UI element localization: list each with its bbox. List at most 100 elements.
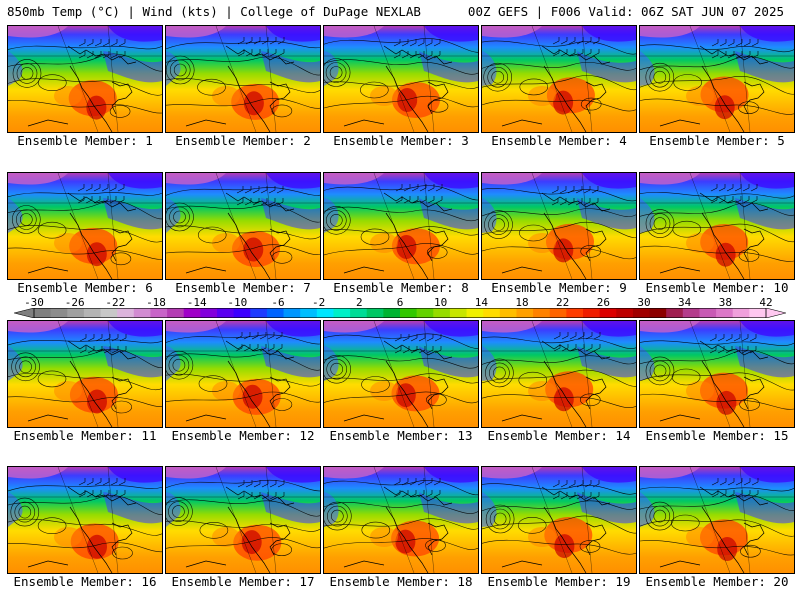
temperature-map (165, 25, 321, 133)
colorbar-swatch (150, 308, 168, 318)
member-label: Ensemble Member: 9 (491, 280, 627, 295)
colorbar-tick-label: 14 (474, 296, 488, 309)
colorbar-scale (14, 308, 786, 318)
temperature-map (323, 466, 479, 574)
member-label: Ensemble Member: 7 (175, 280, 311, 295)
temperature-map (7, 172, 163, 280)
member-label: Ensemble Member: 3 (333, 133, 469, 148)
member-label: Ensemble Member: 17 (171, 574, 315, 589)
temperature-map (639, 25, 795, 133)
colorbar-frame (33, 308, 767, 318)
colorbar-swatch (466, 308, 484, 318)
member-label: Ensemble Member: 11 (13, 428, 157, 443)
ensemble-member-panel: Ensemble Member: 13 (323, 320, 479, 444)
colorbar-tick-label: -26 (64, 296, 85, 309)
colorbar-swatch (217, 308, 235, 318)
colorbar-tick-label: 18 (515, 296, 529, 309)
colorbar-swatch (333, 308, 351, 318)
ensemble-member-panel: Ensemble Member: 16 (7, 466, 163, 590)
ensemble-member-panel: Ensemble Member: 12 (165, 320, 321, 444)
colorbar-swatch (133, 308, 151, 318)
colorbar-tick-label: 34 (678, 296, 692, 309)
colorbar-swatch (183, 308, 201, 318)
colorbar-swatch (483, 308, 501, 318)
colorbar-swatch (283, 308, 301, 318)
ensemble-member-panel: Ensemble Member: 3 (323, 25, 479, 149)
ensemble-member-panel: Ensemble Member: 2 (165, 25, 321, 149)
colorbar-swatch (250, 308, 268, 318)
ensemble-member-panel: Ensemble Member: 10 (639, 172, 795, 296)
colorbar-swatch (316, 308, 334, 318)
ensemble-member-panel: Ensemble Member: 7 (165, 172, 321, 296)
colorbar-tick-label: -14 (186, 296, 207, 309)
colorbar-swatch (167, 308, 185, 318)
colorbar-swatch (50, 308, 68, 318)
colorbar-swatch (699, 308, 717, 318)
member-label: Ensemble Member: 8 (333, 280, 469, 295)
colorbar-swatch (749, 308, 767, 318)
colorbar-swatch (233, 308, 251, 318)
member-label: Ensemble Member: 19 (487, 574, 631, 589)
colorbar-swatch (533, 308, 551, 318)
colorbar-swatch (383, 308, 401, 318)
ensemble-member-panel: Ensemble Member: 11 (7, 320, 163, 444)
member-label: Ensemble Member: 2 (175, 133, 311, 148)
ensemble-member-panel: Ensemble Member: 1 (7, 25, 163, 149)
temperature-map (7, 25, 163, 133)
run-valid-time: 00Z GEFS | F006 Valid: 06Z SAT JUN 07 20… (467, 4, 784, 19)
colorbar-swatch (300, 308, 318, 318)
colorbar-swatch (34, 308, 52, 318)
member-label: Ensemble Member: 14 (487, 428, 631, 443)
colorbar-tick-label: -6 (271, 296, 285, 309)
colorbar-swatch (499, 308, 517, 318)
temperature-colorbar: -30 -26 -22 -18 -14 -10 -6 -2 2 6 10 14 18 22 26 30 34 38… (14, 296, 786, 318)
ensemble-member-panel: Ensemble Member: 5 (639, 25, 795, 149)
colorbar-left-arrow (14, 308, 35, 318)
temperature-map (481, 25, 637, 133)
colorbar-tick-label: 38 (718, 296, 732, 309)
temperature-map (639, 320, 795, 428)
colorbar-swatch (599, 308, 617, 318)
ensemble-member-panel: Ensemble Member: 9 (481, 172, 637, 296)
colorbar-swatch (83, 308, 102, 318)
colorbar-swatch (400, 308, 418, 318)
temperature-map (481, 320, 637, 428)
member-label: Ensemble Member: 20 (645, 574, 789, 589)
colorbar-tick-label: -18 (146, 296, 166, 309)
colorbar-swatch (350, 308, 368, 318)
member-label: Ensemble Member: 13 (329, 428, 473, 443)
colorbar-ticks: -30 -26 -22 -18 -14 -10 -6 -2 2 6 10 14 18 22 26 30 34 38… (14, 296, 786, 309)
colorbar-swatch (366, 308, 384, 318)
temperature-map (165, 320, 321, 428)
member-label: Ensemble Member: 16 (13, 574, 157, 589)
colorbar-swatch (100, 308, 118, 318)
colorbar-swatch (516, 308, 534, 318)
temperature-map (639, 466, 795, 574)
ensemble-member-panel: Ensemble Member: 14 (481, 320, 637, 444)
ensemble-member-panel: Ensemble Member: 15 (639, 320, 795, 444)
ensemble-member-panel: Ensemble Member: 4 (481, 25, 637, 149)
colorbar-swatch (200, 308, 218, 318)
colorbar-swatch (616, 308, 634, 318)
temperature-map (323, 25, 479, 133)
colorbar-swatch (549, 308, 567, 318)
ensemble-member-panel: Ensemble Member: 18 (323, 466, 479, 590)
colorbar-tick-label: 42 (759, 296, 773, 309)
colorbar-right-arrow (765, 308, 786, 318)
colorbar-tick-label: 10 (434, 296, 448, 309)
temperature-map (165, 466, 321, 574)
colorbar-swatch (583, 308, 601, 318)
member-label: Ensemble Member: 15 (645, 428, 789, 443)
colorbar-tick-label: 30 (637, 296, 651, 309)
colorbar-tick-label: 26 (596, 296, 610, 309)
colorbar-swatch (266, 308, 285, 318)
member-label: Ensemble Member: 18 (329, 574, 473, 589)
map-title: 850mb Temp (°C) | Wind (kts) | College o… (7, 4, 421, 19)
ensemble-member-panel: Ensemble Member: 6 (7, 172, 163, 296)
colorbar-swatch (632, 308, 651, 318)
colorbar-tick-label: -2 (312, 296, 326, 309)
colorbar-tick-label: -30 (24, 296, 44, 309)
member-label: Ensemble Member: 12 (171, 428, 315, 443)
colorbar-tick-label: 6 (396, 296, 404, 309)
